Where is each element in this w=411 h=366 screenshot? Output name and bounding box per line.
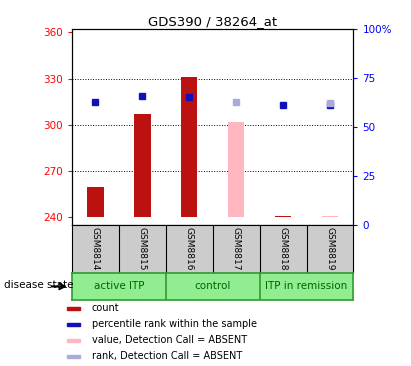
Bar [67,355,80,358]
Bar [67,307,80,310]
Bar [67,322,80,326]
Text: rank, Detection Call = ABSENT: rank, Detection Call = ABSENT [92,351,242,361]
Text: control: control [194,281,231,291]
Text: disease state: disease state [4,280,74,290]
Bar [275,216,291,217]
Bar [67,339,80,342]
Text: GSM8819: GSM8819 [326,227,335,270]
Text: percentile rank within the sample: percentile rank within the sample [92,319,256,329]
Text: value, Detection Call = ABSENT: value, Detection Call = ABSENT [92,335,247,345]
Bar [87,187,104,217]
Text: GSM8815: GSM8815 [138,227,147,270]
Bar [134,114,150,217]
Bar [228,122,245,217]
Text: ITP in remission: ITP in remission [266,281,348,291]
Text: GSM8818: GSM8818 [279,227,288,270]
Text: GSM8817: GSM8817 [232,227,241,270]
Text: GSM8816: GSM8816 [185,227,194,270]
Text: GSM8814: GSM8814 [91,227,100,270]
Text: active ITP: active ITP [94,281,144,291]
Title: GDS390 / 38264_at: GDS390 / 38264_at [148,15,277,28]
Bar [322,216,338,217]
Bar [181,77,197,217]
Text: count: count [92,303,119,313]
